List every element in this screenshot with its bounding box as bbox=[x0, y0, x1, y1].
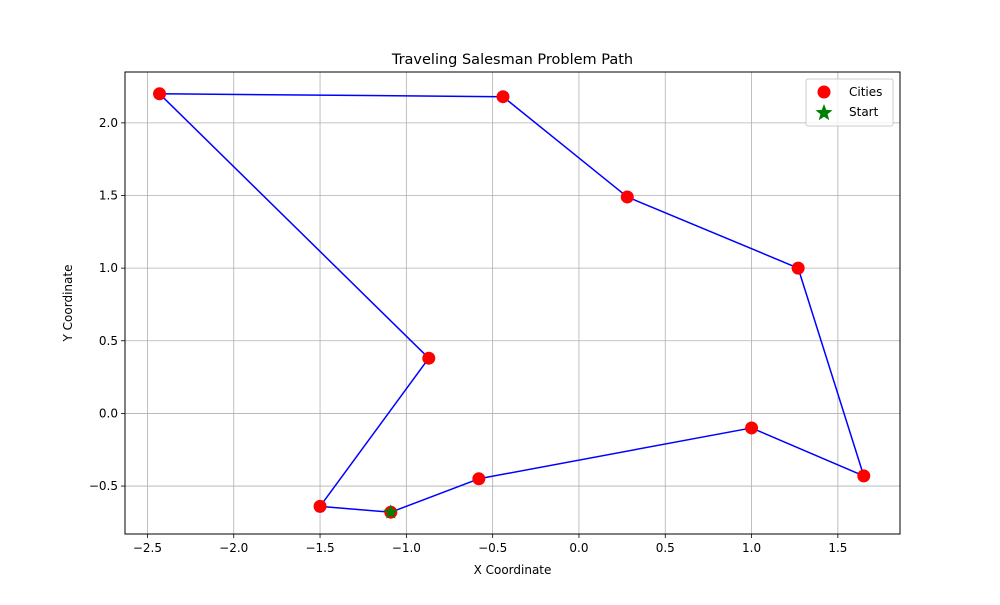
x-tick-label: 0.5 bbox=[656, 541, 675, 555]
legend-start-label: Start bbox=[849, 105, 879, 119]
legend-cities-marker bbox=[817, 85, 831, 99]
city-point bbox=[472, 472, 486, 486]
legend-cities-dot bbox=[817, 85, 831, 99]
y-tick-label: −0.5 bbox=[89, 479, 118, 493]
legend: Cities Start bbox=[805, 78, 894, 127]
city-point bbox=[620, 190, 634, 204]
x-tick-label: −2.0 bbox=[219, 541, 248, 555]
y-tick-label: 1.5 bbox=[99, 188, 118, 202]
start-marker bbox=[383, 504, 399, 519]
x-tick-label: −1.5 bbox=[305, 541, 334, 555]
x-tick-label: −0.5 bbox=[478, 541, 507, 555]
legend-start-star bbox=[815, 104, 833, 121]
city-point bbox=[496, 90, 510, 104]
city-point bbox=[422, 351, 436, 365]
grid bbox=[125, 72, 900, 534]
x-tick-label: 0.0 bbox=[569, 541, 588, 555]
city-point bbox=[857, 469, 871, 483]
city-point bbox=[313, 499, 327, 513]
y-axis-label: Y Coordinate bbox=[61, 265, 75, 343]
y-tick-label: 0.5 bbox=[99, 334, 118, 348]
axis-ticks: −2.5 −2.0 −1.5 −1.0 −0.5 0.0 0.5 1.0 1.5 −0.5 0.0 0… bbox=[89, 116, 848, 555]
city-point bbox=[153, 87, 167, 101]
y-tick-label: 2.0 bbox=[99, 116, 118, 130]
city-point bbox=[791, 261, 805, 275]
legend-start-marker bbox=[815, 104, 833, 121]
chart-title: Traveling Salesman Problem Path bbox=[391, 52, 633, 68]
x-tick-label: 1.5 bbox=[828, 541, 847, 555]
plot-area-frame bbox=[124, 71, 901, 535]
legend-cities-label: Cities bbox=[849, 85, 882, 99]
x-tick-label: −1.0 bbox=[392, 541, 421, 555]
start-point bbox=[383, 504, 399, 519]
x-tick-label: 1.0 bbox=[742, 541, 761, 555]
y-tick-label: 0.0 bbox=[99, 406, 118, 420]
city-point bbox=[745, 421, 759, 435]
x-axis-label: X Coordinate bbox=[474, 563, 552, 577]
y-tick-label: 1.0 bbox=[99, 261, 118, 275]
x-tick-label: −2.5 bbox=[133, 541, 162, 555]
